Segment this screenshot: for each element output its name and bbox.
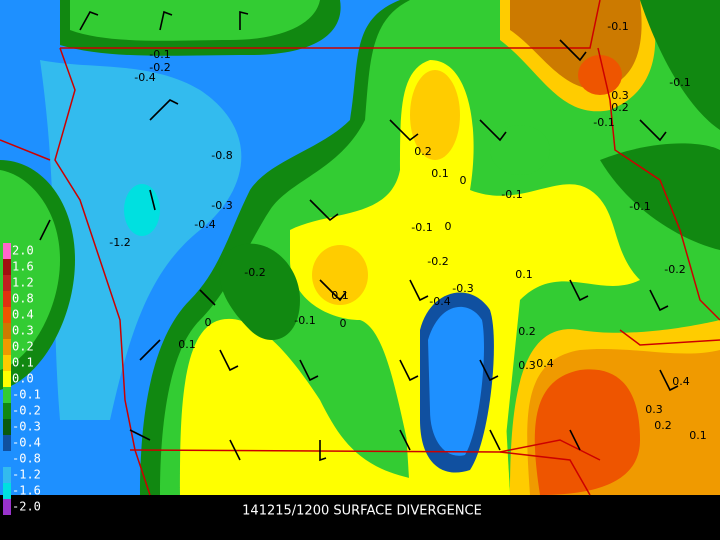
- contour-label: -0.2: [427, 255, 448, 268]
- colorbar-label: 2.0: [12, 244, 34, 258]
- contour-labels: -0.1-0.2-0.4-0.8-1.2-0.3-0.4-0.200.1-0.1…: [109, 20, 706, 442]
- colorbar-swatch: [3, 339, 11, 355]
- contour-label: 0.2: [611, 101, 629, 114]
- colorbar-label: -0.2: [12, 404, 41, 418]
- state-borders: [0, 0, 720, 496]
- contour-label: 0.1: [178, 338, 196, 351]
- contour-label: -0.1: [294, 314, 315, 327]
- contour-label: 0.2: [518, 325, 536, 338]
- colorbar-label: 0.1: [12, 356, 34, 370]
- contour-label: -0.1: [411, 221, 432, 234]
- colorbar-swatch: [3, 467, 11, 483]
- contour-label: 0.2: [654, 419, 672, 432]
- colorbar-swatch: [3, 275, 11, 291]
- colorbar-swatch: [3, 307, 11, 323]
- colorbar-swatch: [3, 435, 11, 451]
- wind-barbs: [39, 10, 679, 462]
- contour-label: 0.4: [672, 375, 690, 388]
- contour-label: -0.2: [149, 61, 170, 74]
- colorbar-swatch: [3, 419, 11, 435]
- contour-label: -0.1: [149, 48, 170, 61]
- contour-label: 0.2: [414, 145, 432, 158]
- colorbar-swatch: [3, 371, 11, 387]
- contour-label: -0.4: [429, 295, 450, 308]
- colorbar-label: 0.0: [12, 372, 34, 386]
- contour-label: 0.1: [515, 268, 533, 281]
- contour-label: -0.1: [629, 200, 650, 213]
- colorbar-label: -1.2: [12, 468, 41, 482]
- contour-label: -0.4: [134, 71, 155, 84]
- contour-label: 0: [205, 316, 212, 329]
- colorbar-swatch: [3, 355, 11, 371]
- colorbar-label: -0.4: [12, 436, 41, 450]
- contour-label: 0.3: [611, 89, 629, 102]
- colorbar-swatch: [3, 403, 11, 419]
- contour-label: -0.1: [607, 20, 628, 33]
- colorbar-swatch: [3, 243, 11, 259]
- contour-label: -0.3: [211, 199, 232, 212]
- contour-label: -0.4: [194, 218, 215, 231]
- contour-label: -0.8: [211, 149, 232, 162]
- colorbar-label: -0.1: [12, 388, 41, 402]
- contour-fill: [0, 0, 720, 495]
- colorbar-label: -1.6: [12, 484, 41, 498]
- contour-label: 0: [460, 174, 467, 187]
- colorbar-swatch: [3, 483, 11, 499]
- colorbar-swatch: [3, 291, 11, 307]
- colorbar-label: 0.2: [12, 340, 34, 354]
- contour-label: -0.1: [593, 116, 614, 129]
- colorbar-swatch: [3, 387, 11, 403]
- colorbar-swatch: [3, 499, 11, 515]
- colorbar-label: 0.4: [12, 308, 34, 322]
- colorbar-swatch: [3, 323, 11, 339]
- contour-label: 0.3: [645, 403, 663, 416]
- contour-label: -1.2: [109, 236, 130, 249]
- contour-label: 0: [340, 317, 347, 330]
- contour-label: 0: [445, 220, 452, 233]
- colorbar-label: 0.3: [12, 324, 34, 338]
- contour-label: -0.1: [501, 188, 522, 201]
- contour-label: 0.1: [431, 167, 449, 180]
- contour-label: 0.1: [689, 429, 707, 442]
- colorbar-label: 0.8: [12, 292, 34, 306]
- colorbar-swatch: [3, 259, 11, 275]
- contour-label: -0.2: [244, 266, 265, 279]
- map-title: 141215/1200 SURFACE DIVERGENCE: [242, 504, 482, 519]
- contour-label: 0.4: [536, 357, 554, 370]
- contour-label: -0.2: [664, 263, 685, 276]
- contour-label: -0.1: [669, 76, 690, 89]
- colorbar-label: -0.3: [12, 420, 41, 434]
- colorbar-label: -0.8: [12, 452, 41, 466]
- contour-label: 0.1: [331, 289, 349, 302]
- colorbar-label: 1.6: [12, 260, 34, 274]
- contour-label: -0.3: [452, 282, 473, 295]
- colorbar-swatch: [3, 451, 11, 467]
- colorbar: 2.0 1.6 1.2 0.8 0.4 0.3 0.2 0.1 0.0 -0.1 -0.2 -0.3 -…: [3, 243, 41, 515]
- contour-label: 0.3: [518, 359, 536, 372]
- colorbar-label: -2.0: [12, 500, 41, 514]
- colorbar-label: 1.2: [12, 276, 34, 290]
